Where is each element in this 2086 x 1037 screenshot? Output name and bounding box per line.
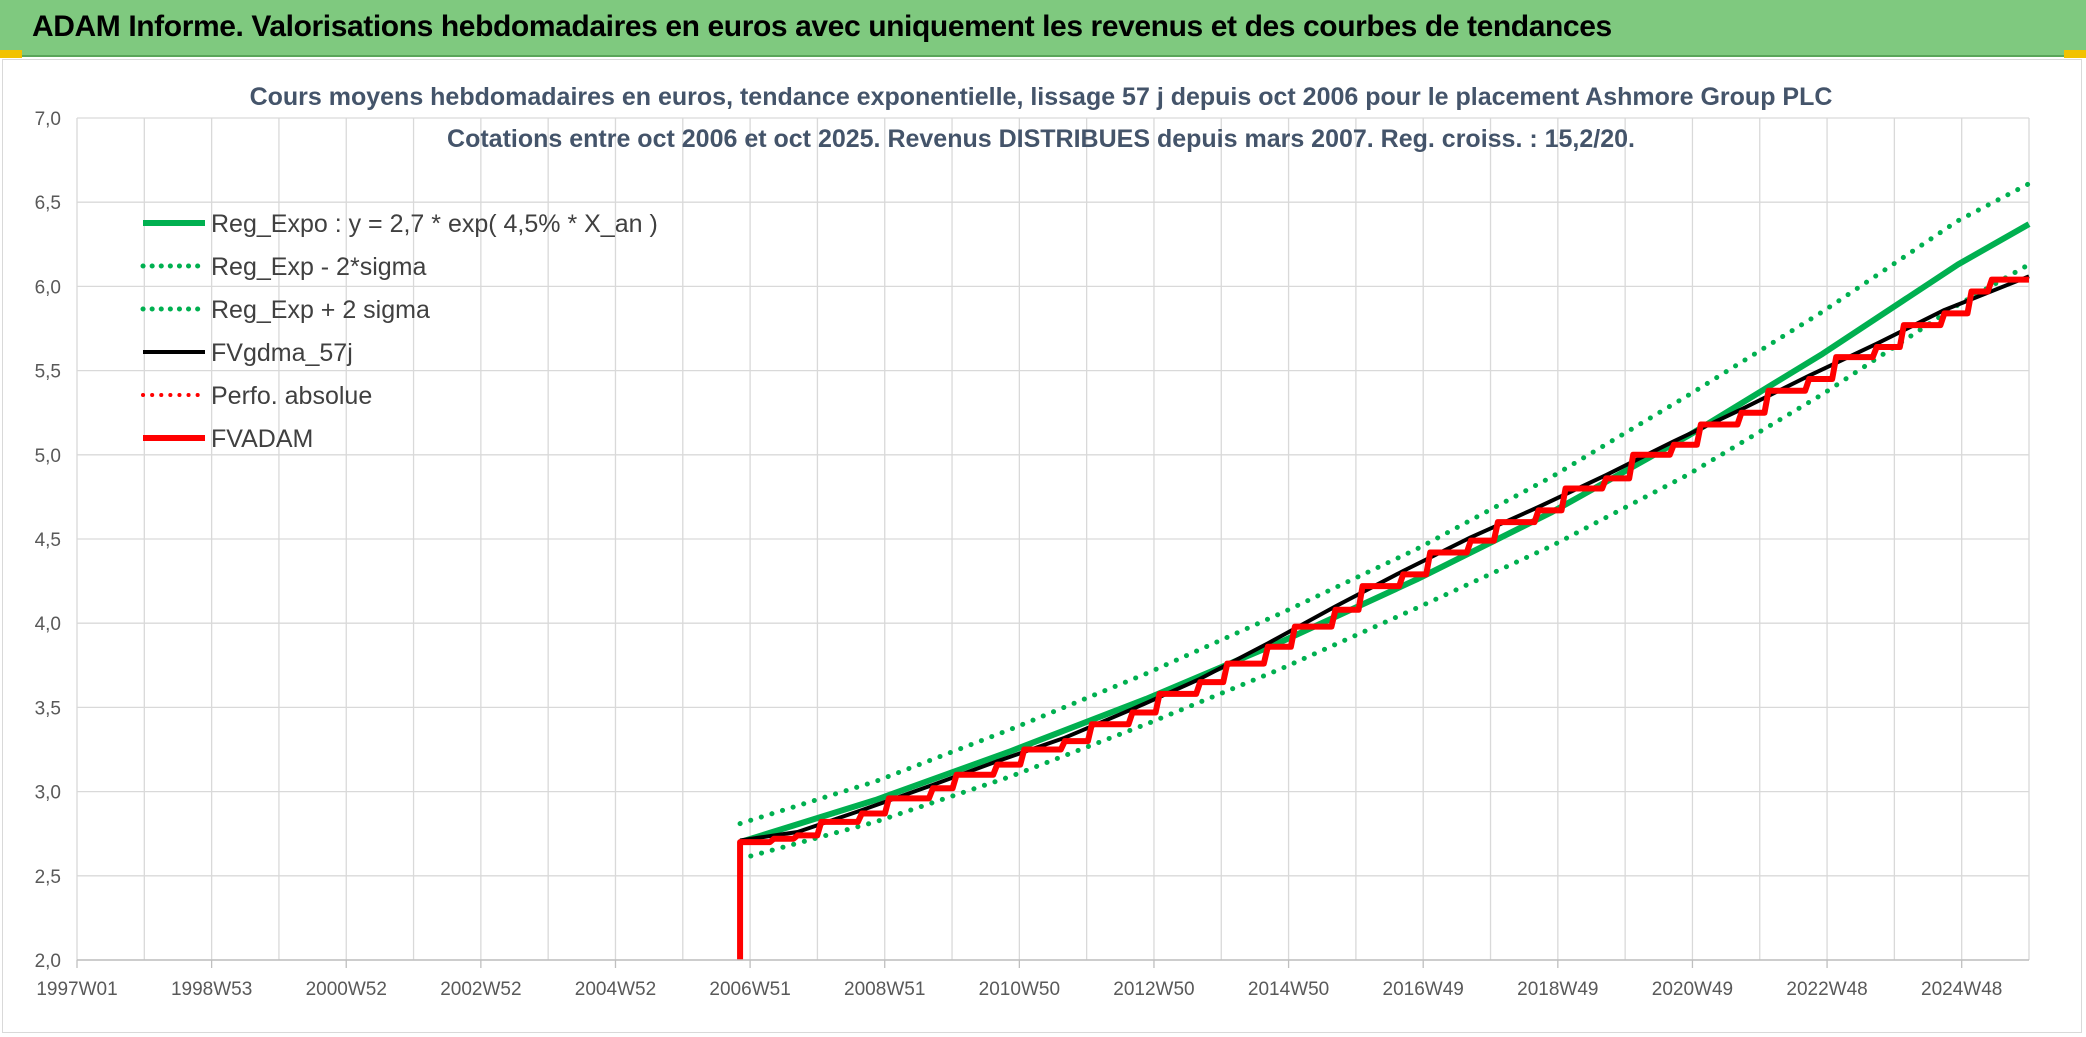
y-tick-label: 7,0 bbox=[35, 109, 61, 130]
x-tick-label: 2000W52 bbox=[306, 979, 387, 1000]
x-tick-label: 2012W50 bbox=[1113, 979, 1194, 1000]
chart-legend: Reg_Expo : y = 2,7 * exp( 4,5% * X_an ) R… bbox=[140, 210, 658, 453]
legend-label-5: FVADAM bbox=[211, 425, 313, 453]
x-tick-label: 2010W50 bbox=[979, 979, 1060, 1000]
y-tick-label: 5,5 bbox=[35, 362, 61, 383]
y-tick-label: 6,5 bbox=[35, 193, 61, 214]
chart-subtitle: Cotations entre oct 2006 et oct 2025. Re… bbox=[447, 125, 1635, 153]
corner-marker-right bbox=[2064, 50, 2086, 58]
chart-area: 2,0 2,5 3,0 3,5 4,0 4,5 5,0 5,5 6,0 6,5 7,0 1997W01… bbox=[2, 59, 2082, 1033]
series-line-2 bbox=[737, 181, 2032, 827]
grid-lines bbox=[76, 117, 2030, 961]
legend-label-4: Perfo. absolue bbox=[211, 382, 372, 410]
y-tick-label: 4,0 bbox=[35, 614, 61, 635]
y-tick-label: 6,0 bbox=[35, 277, 61, 298]
y-tick-label: 4,5 bbox=[35, 530, 61, 551]
x-tick-label: 2020W49 bbox=[1652, 979, 1733, 1000]
x-tick-label: 2018W49 bbox=[1517, 979, 1598, 1000]
chart-title: Cours moyens hebdomadaires en euros, ten… bbox=[250, 83, 1833, 111]
report-banner: ADAM Informe. Valorisations hebdomadaire… bbox=[0, 0, 2086, 57]
series-lines bbox=[737, 181, 2032, 960]
x-tick-label: 2008W51 bbox=[844, 979, 925, 1000]
y-tick-label: 2,0 bbox=[35, 951, 61, 972]
chart-svg: 2,0 2,5 3,0 3,5 4,0 4,5 5,0 5,5 6,0 6,5 7,0 1997W01… bbox=[35, 83, 2032, 1000]
legend-label-3: FVgdma_57j bbox=[211, 339, 353, 367]
x-tick-label: 2014W50 bbox=[1248, 979, 1329, 1000]
x-tick-label: 2004W52 bbox=[575, 979, 656, 1000]
y-tick-label: 2,5 bbox=[35, 867, 61, 888]
corner-marker-left bbox=[0, 50, 22, 58]
y-tick-label: 3,5 bbox=[35, 698, 61, 719]
legend-label-2: Reg_Exp + 2 sigma bbox=[211, 296, 430, 324]
x-tick-label: 1997W01 bbox=[36, 979, 117, 1000]
series-line-0 bbox=[739, 221, 2031, 845]
series-line-5 bbox=[737, 276, 2029, 960]
y-tick-label: 5,0 bbox=[35, 446, 61, 467]
report-title: ADAM Informe. Valorisations hebdomadaire… bbox=[32, 10, 1612, 43]
x-tick-label: 2006W51 bbox=[709, 979, 790, 1000]
x-tick-label: 2022W48 bbox=[1786, 979, 1867, 1000]
axes: 2,0 2,5 3,0 3,5 4,0 4,5 5,0 5,5 6,0 6,5 7,0 1997W01… bbox=[35, 109, 2029, 1000]
x-tick-label: 2024W48 bbox=[1921, 979, 2002, 1000]
legend-label-1: Reg_Exp - 2*sigma bbox=[211, 253, 426, 281]
y-tick-label: 3,0 bbox=[35, 783, 61, 804]
x-tick-label: 2002W52 bbox=[440, 979, 521, 1000]
x-tick-label: 1998W53 bbox=[171, 979, 252, 1000]
series-line-1 bbox=[737, 262, 2032, 862]
legend-label-0: Reg_Expo : y = 2,7 * exp( 4,5% * X_an ) bbox=[211, 210, 658, 238]
x-tick-label: 2016W49 bbox=[1383, 979, 1464, 1000]
